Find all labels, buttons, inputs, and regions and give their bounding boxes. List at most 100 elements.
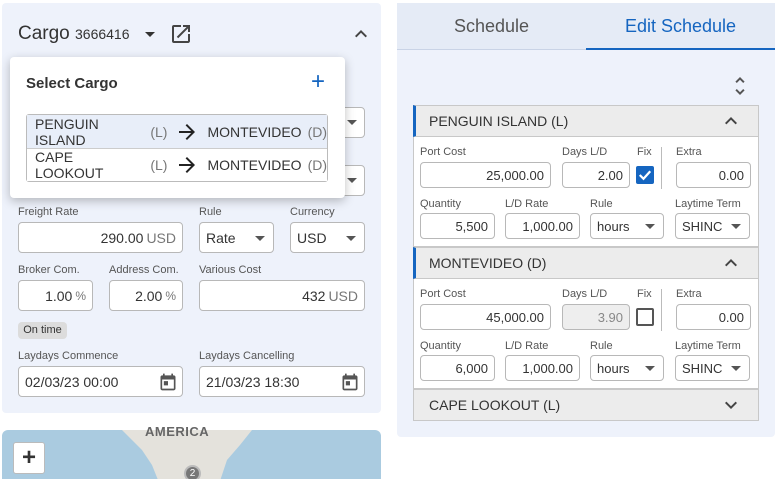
dropdown-caret[interactable] [340,168,364,192]
tab[interactable]: Edit Schedule [586,3,775,50]
icon-glyph [645,224,655,229]
port-tag: (L) [150,123,168,140]
field-label: Laytime Term [675,198,741,210]
port-toggle[interactable] [719,109,743,133]
extra-input[interactable]: 0.00 [676,304,751,330]
calendar-icon[interactable] [340,372,360,392]
collapse-panel[interactable] [349,22,373,46]
field-label: Rule [199,206,222,218]
map-land [122,430,252,479]
map-cluster[interactable]: 2 [184,465,201,479]
field-label: L/D Rate [505,198,549,210]
tab[interactable]: Schedule [453,16,530,36]
port-toggle[interactable] [719,251,743,275]
dropdown-caret[interactable] [724,356,748,380]
icon-shape [145,32,155,37]
icon-shape [735,77,745,95]
port-from: CAPE LOOKOUT [35,149,104,181]
icon-shape [645,224,655,229]
icon-glyph [342,373,358,390]
address-com-input[interactable]: 2.00% [109,280,183,311]
cargo-option[interactable]: PENGUIN ISLAND (L) MONTEVIDEO (D) [27,115,327,148]
field-label: Laydays Cancelling [199,350,295,362]
port-header[interactable] [413,389,759,421]
sort-button[interactable] [728,74,752,98]
icon-shape [342,373,358,390]
various-cost-input[interactable]: 432 USD [199,280,365,311]
divider [661,147,662,189]
field-text: 432 [302,287,326,304]
field-text: 21/03/23 18:30 [206,373,300,390]
icon-shape [347,120,357,125]
open-external[interactable] [169,22,193,46]
port-cost-input[interactable]: 25,000.00 [420,162,551,188]
field-text: 02/03/23 00:00 [25,373,119,390]
icon-glyph [255,235,265,241]
cargo-option[interactable]: CAPE LOOKOUT (L) MONTEVIDEO (D) [27,148,327,181]
field-text: 1,000.00 [522,360,573,376]
check-shape [638,170,652,181]
field-text: USD [146,229,176,246]
field-label: Laydays Commence [18,350,119,362]
laydays-commence-input[interactable]: 02/03/23 00:00 [18,366,183,397]
icon-shape [725,259,737,267]
icon-glyph [172,25,190,43]
arrow-icon [175,120,199,144]
dropdown-caret[interactable] [638,214,662,238]
cargo-list [26,114,328,182]
icon-glyph [731,366,741,371]
laydays-cancelling-input[interactable]: 21/03/23 18:30 [199,366,365,397]
quantity-input[interactable]: 6,000 [420,355,495,381]
broker-com-input[interactable]: 1.00% [18,280,93,311]
dropdown-caret[interactable] [724,214,748,238]
icon-shape [172,25,190,43]
field-text: SHINC [682,218,723,234]
ld-rate-input[interactable]: 1,000.00 [505,355,580,381]
calendar-icon[interactable] [158,372,178,392]
icon-glyph [346,235,356,241]
add-cargo-button[interactable]: + [310,68,325,95]
icon-shape [731,366,741,371]
quantity-input[interactable]: 5,500 [420,213,495,239]
icon-glyph [179,157,196,173]
field-label: Extra [676,146,702,158]
field-label: Currency [290,206,335,218]
icon-glyph [179,123,196,140]
freight-rate-input[interactable]: 290.00 USD [18,222,183,253]
icon-glyph [725,401,737,409]
fix-checkbox[interactable] [636,308,654,326]
port-name: MONTEVIDEO (D) [429,255,547,271]
dropdown-caret[interactable] [340,110,364,134]
field-text: Rate [206,229,236,246]
icon-shape [725,117,737,125]
icon-shape [255,235,265,241]
field-label: Address Com. [109,264,179,276]
field-text: 2.00 [135,287,163,304]
field-text: 6,000 [455,360,488,376]
icon-glyph [645,366,655,371]
fix-checkbox[interactable] [636,166,654,184]
port-header[interactable] [413,247,759,279]
field-label: Laytime Term [675,340,741,352]
icon-shape [160,373,176,390]
zoom-in-button[interactable]: + [13,442,45,474]
dropdown-caret[interactable] [638,356,662,380]
days-ld-input[interactable]: 2.00 [562,162,630,188]
days-ld-input[interactable]: 3.90 [562,304,630,330]
extra-input[interactable]: 0.00 [676,162,751,188]
dropdown-caret[interactable] [339,226,363,250]
port-tag: (D) [307,157,327,173]
icon-shape [347,178,357,183]
ld-rate-input[interactable]: 1,000.00 [505,213,580,239]
field-text: 3.90 [597,309,623,325]
cargo-dropdown[interactable] [138,22,162,46]
port-cost-input[interactable]: 45,000.00 [420,304,551,330]
field-text: USD [328,287,358,304]
port-header[interactable] [413,105,759,137]
port-toggle[interactable] [719,393,743,417]
cargo-id: 3666416 [75,26,130,42]
field-label: Quantity [420,340,461,352]
field-text: hours [597,360,630,376]
dropdown-caret[interactable] [248,226,272,250]
